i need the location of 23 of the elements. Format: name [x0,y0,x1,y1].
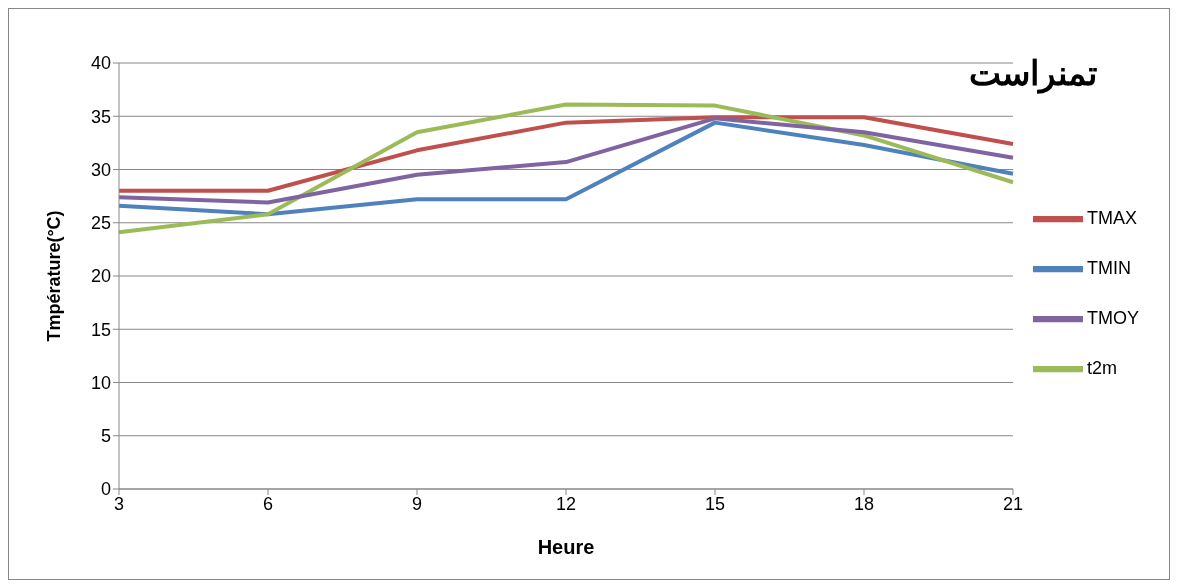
y-tick-label: 0 [100,479,111,500]
x-tick-label: 9 [411,493,423,514]
y-tick-label: 25 [90,213,111,234]
y-tick-label: 5 [100,426,111,447]
y-tick-label: 35 [90,106,111,127]
x-tick-label: 12 [555,493,577,514]
legend-label: TMOY [1087,307,1139,328]
x-tick-label: 15 [704,493,726,514]
y-axis-title: Tmpérature(°C) [44,210,65,342]
legend-label: t2m [1087,357,1118,378]
legend-label: TMIN [1087,257,1131,278]
x-tick-label: 18 [853,493,875,514]
chart-title: تمنراست [969,53,1097,93]
x-tick-label: 3 [113,493,125,514]
y-tick-label: 30 [90,159,111,180]
y-tick-label: 15 [90,319,111,340]
x-tick-label: 21 [1002,493,1024,514]
y-tick-label: 40 [90,53,111,74]
y-tick-label: 20 [90,266,111,287]
y-tick-label: 10 [90,372,111,393]
x-axis-title: Heure [537,536,595,558]
legend-label: TMAX [1087,207,1138,228]
x-tick-label: 6 [262,493,274,514]
